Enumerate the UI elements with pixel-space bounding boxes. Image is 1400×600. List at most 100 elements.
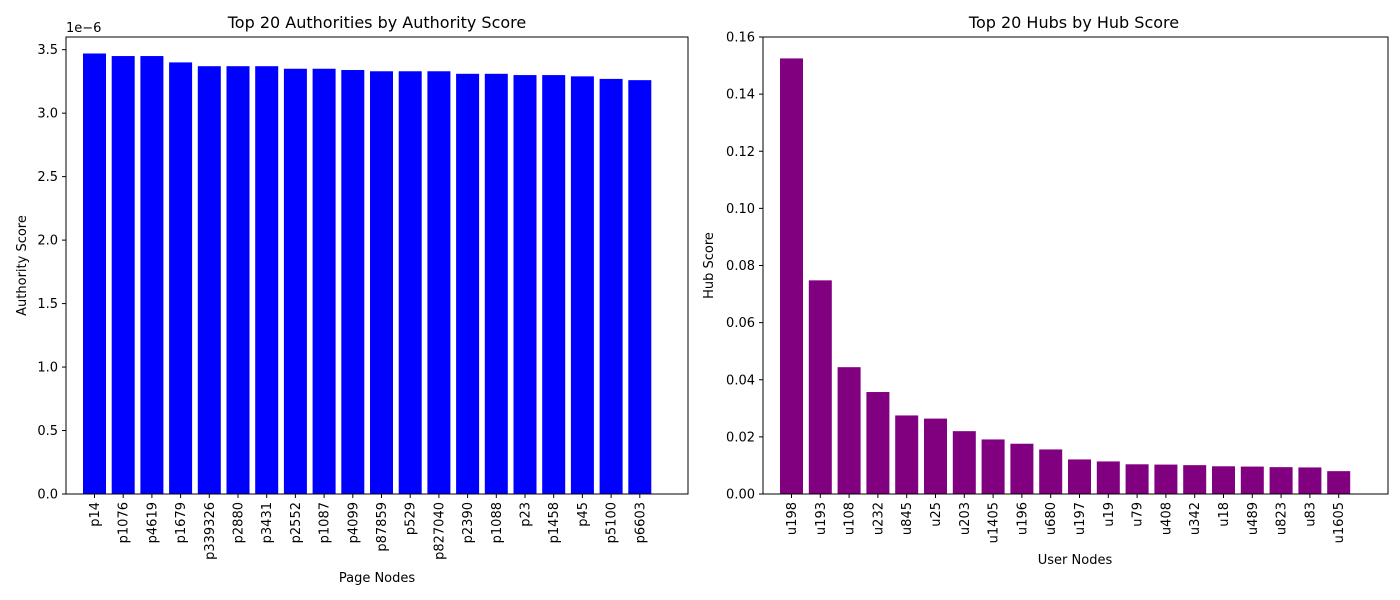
authority-bar-p1679: [169, 62, 193, 494]
hub-x-tick-label: u19: [1102, 502, 1117, 527]
authority-bar-p529: [398, 71, 422, 495]
hub-x-tick-label: u196: [1015, 502, 1030, 535]
hub-x-tick-label: u79: [1131, 502, 1146, 527]
authority-bar-p6603: [628, 80, 652, 494]
authority-x-tick-label: p1088: [490, 502, 505, 543]
authority-y-offset-label: 1e−6: [66, 21, 101, 36]
authority-x-tick-label: p45: [576, 502, 591, 527]
authority-bar-p2552: [283, 68, 307, 495]
authority-y-axis-label: Authority Score: [15, 215, 30, 316]
hub-x-tick-label: u18: [1217, 502, 1232, 527]
hub-x-tick-label: u489: [1246, 502, 1261, 535]
authority-y-tick-label: 0.0: [37, 488, 58, 503]
hub-bars: [780, 58, 1351, 495]
hub-x-tick-label: u83: [1303, 502, 1318, 527]
hub-bar-u83: [1298, 467, 1322, 494]
hub-x-tick-label: u198: [785, 502, 800, 535]
authority-y-tick-label: 2.5: [37, 170, 58, 185]
hub-x-tick-label: u232: [871, 502, 886, 535]
hub-bar-u25: [924, 418, 947, 494]
hub-x-tick-label: u845: [900, 502, 915, 535]
authority-x-tick-label: p87859: [375, 502, 390, 552]
authority-bar-p339326: [197, 66, 221, 494]
authority-y-tick-label: 1.5: [37, 297, 58, 312]
hub-y-tick-label: 0.14: [726, 88, 755, 103]
authority-bar-p23: [513, 75, 537, 494]
authority-x-tick-label: p1458: [547, 502, 562, 543]
hub-y-axis-label: Hub Score: [702, 232, 717, 299]
authority-x-tick-label: p5100: [605, 502, 620, 543]
hub-bar-u108: [837, 367, 861, 494]
authority-bar-p4099: [341, 70, 365, 494]
hub-bar-u196: [1010, 443, 1034, 494]
hub-y-tick-label: 0.08: [726, 259, 755, 274]
hub-bar-u823: [1269, 467, 1293, 494]
hub-bar-u489: [1240, 466, 1264, 494]
hub-y-tick-label: 0.02: [726, 430, 755, 445]
hub-y-tick-label: 0.00: [726, 488, 755, 503]
hub-chart: Top 20 Hubs by Hub Score 0.000.020.040.0…: [702, 13, 1389, 568]
authority-x-tick-label: p2552: [289, 502, 304, 543]
hub-x-axis-label: User Nodes: [1038, 553, 1113, 568]
authority-x-tick-label: p827040: [432, 502, 447, 560]
hub-bar-u79: [1125, 464, 1149, 494]
authority-y-tick-label: 1.0: [37, 361, 58, 376]
hub-bar-u193: [808, 280, 832, 494]
authority-x-ticks: p14 p1076 p4619 p1679 p339326 p2880 p3431 p2552…: [88, 494, 648, 560]
authority-bar-p2880: [226, 66, 250, 494]
hub-bar-u1605: [1327, 471, 1351, 494]
authority-x-tick-label: p529: [404, 502, 419, 535]
authority-bar-p3431: [255, 66, 279, 494]
hub-x-tick-label: u1405: [987, 502, 1002, 543]
authority-bar-p827040: [427, 71, 451, 495]
authority-bar-p2390: [456, 73, 480, 494]
authority-y-tick-label: 3.0: [37, 107, 58, 122]
hub-x-ticks: u198 u193 u108 u232 u845 u25 u203 u1405 u196 u680…: [785, 494, 1347, 543]
hub-chart-title: Top 20 Hubs by Hub Score: [968, 13, 1179, 32]
authority-x-tick-label: p4619: [145, 502, 160, 543]
hub-x-tick-label: u823: [1275, 502, 1290, 535]
hub-bar-u198: [780, 58, 803, 495]
hub-bar-u18: [1212, 466, 1235, 494]
authority-bar-p1088: [484, 73, 508, 494]
hub-x-tick-label: u1605: [1332, 502, 1347, 543]
authority-x-tick-label: p14: [88, 502, 103, 527]
hub-plot-frame: [762, 36, 1389, 495]
hub-y-tick-label: 0.12: [726, 145, 755, 160]
authority-x-axis-label: Page Nodes: [339, 571, 416, 586]
hub-x-tick-label: u203: [958, 502, 973, 535]
authority-y-tick-label: 0.5: [37, 424, 58, 439]
hub-x-tick-label: u680: [1044, 502, 1059, 535]
hub-y-ticks: 0.00 0.02 0.04 0.06 0.08 0.10 0.12 0.14 0.16: [726, 31, 763, 503]
hub-y-tick-label: 0.06: [726, 316, 755, 331]
hub-bar-u19: [1096, 461, 1120, 494]
authority-chart: Top 20 Authorities by Authority Score 1e…: [15, 13, 689, 586]
authority-bar-p4619: [140, 56, 164, 494]
authority-bar-p45: [570, 76, 594, 494]
hub-x-tick-label: u193: [814, 502, 829, 535]
hub-y-tick-label: 0.04: [726, 373, 755, 388]
hub-bar-u232: [866, 392, 890, 494]
authority-x-tick-label: p2390: [461, 502, 476, 543]
authority-x-tick-label: p1076: [117, 502, 132, 543]
hub-bar-u408: [1154, 464, 1178, 494]
authority-x-tick-label: p3431: [260, 502, 275, 543]
hub-x-tick-label: u342: [1188, 502, 1203, 535]
authority-x-tick-label: p6603: [633, 502, 648, 543]
authority-x-tick-label: p2880: [232, 502, 247, 543]
hub-y-tick-label: 0.16: [726, 31, 755, 46]
hub-bar-u197: [1068, 459, 1091, 494]
authority-x-tick-label: p339326: [203, 502, 218, 560]
hub-x-tick-label: u408: [1159, 502, 1174, 535]
authority-bar-p87859: [370, 71, 393, 495]
hub-bar-u203: [952, 431, 976, 494]
authority-x-tick-label: p23: [519, 502, 534, 527]
hub-x-tick-label: u197: [1073, 502, 1088, 535]
hub-bar-u845: [895, 415, 919, 494]
authority-y-tick-label: 3.5: [37, 43, 58, 58]
authority-bars: [83, 53, 652, 495]
authority-x-tick-label: p1087: [318, 502, 333, 543]
hub-bar-u342: [1183, 465, 1207, 494]
hub-y-tick-label: 0.10: [726, 202, 755, 217]
